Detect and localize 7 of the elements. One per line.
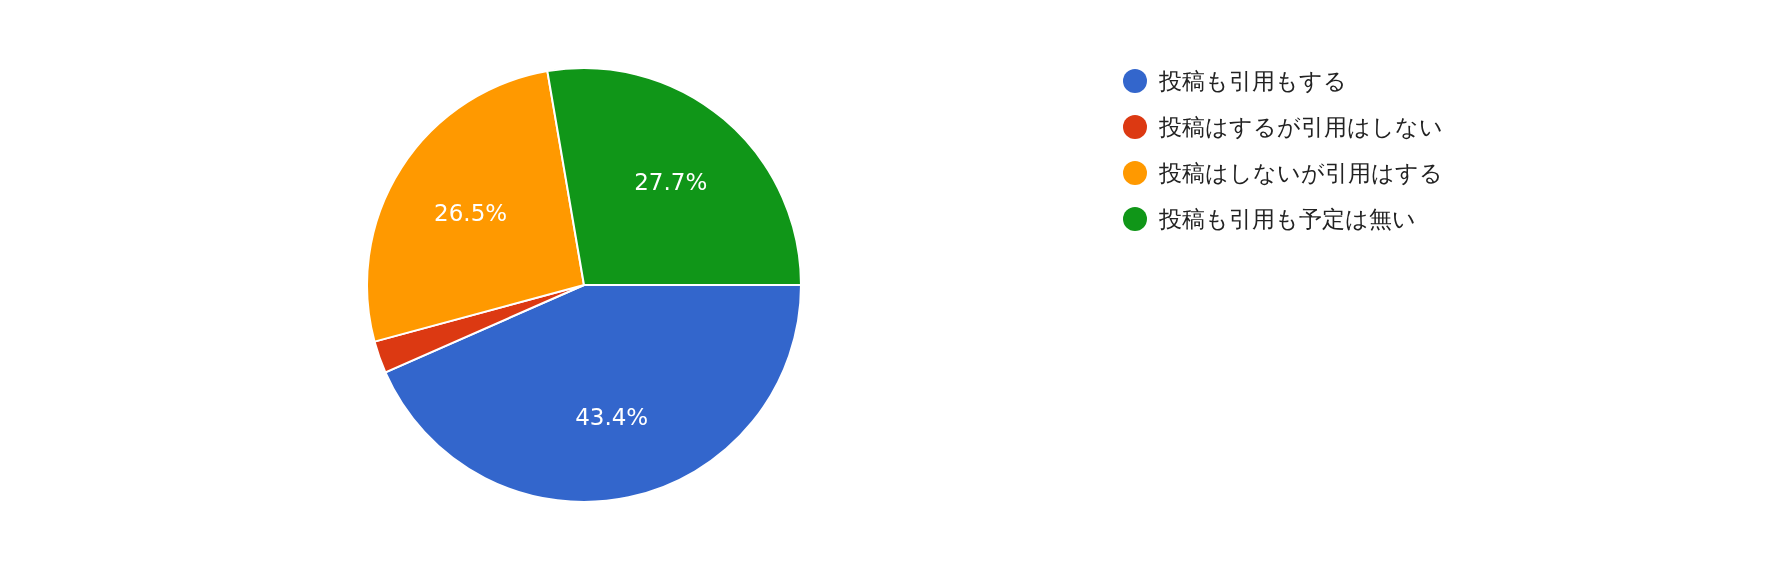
legend-label: 投稿はするが引用はしない [1158, 114, 1443, 140]
legend-label: 投稿はしないが引用はする [1158, 160, 1443, 186]
data-label: 27.7% [634, 169, 708, 196]
data-label: 43.4% [575, 403, 649, 430]
legend-label: 投稿も引用も予定は無い [1158, 206, 1416, 232]
legend-label: 投稿も引用もする [1158, 68, 1347, 94]
data-label: 26.5% [434, 199, 508, 226]
